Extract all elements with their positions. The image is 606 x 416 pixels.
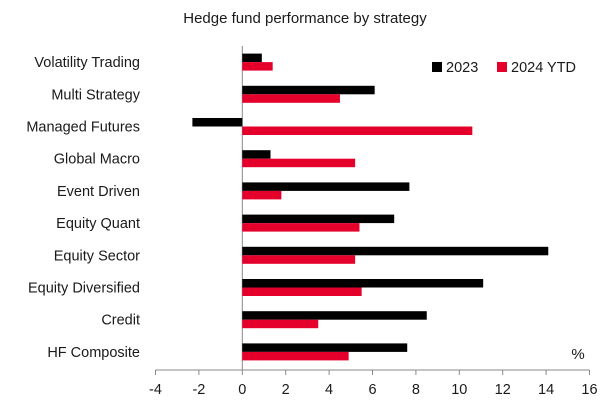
bar-2024-ytd (242, 126, 473, 135)
category-label: Managed Futures (26, 120, 140, 136)
x-tick-label: -2 (192, 382, 205, 398)
bar-2023 (242, 214, 395, 224)
bar-2023 (192, 118, 243, 127)
category-label: Equity Sector (54, 248, 140, 264)
bar-2023 (242, 53, 262, 63)
bar-2023 (242, 311, 427, 320)
category-label: Credit (101, 313, 140, 329)
x-tick-label: 14 (538, 382, 554, 398)
x-tick-label: 4 (325, 382, 333, 398)
x-tick-label: 8 (412, 382, 420, 398)
chart-title: Hedge fund performance by strategy (183, 10, 427, 27)
bar-2024-ytd (242, 158, 356, 168)
x-tick-label: 16 (581, 382, 597, 398)
bar-2023 (242, 343, 408, 352)
legend-swatch (432, 62, 442, 72)
category-label: Equity Diversified (28, 281, 140, 297)
legend-swatch (497, 62, 507, 72)
category-label: Global Macro (54, 152, 140, 168)
bar-2023 (242, 182, 410, 191)
category-label: HF Composite (47, 345, 140, 361)
x-tick-label: 6 (368, 382, 376, 398)
x-tick-label: 12 (495, 382, 511, 398)
x-tick-label: -4 (149, 382, 162, 398)
bar-2023 (242, 150, 271, 159)
x-tick-label: 0 (238, 382, 246, 398)
bar-2024-ytd (242, 223, 360, 232)
category-label: Equity Quant (56, 216, 140, 232)
bar-2023 (242, 279, 484, 288)
x-tick-label: 10 (451, 382, 467, 398)
legend-label: 2024 YTD (511, 60, 576, 76)
bar-2024-ytd (242, 351, 349, 361)
category-label: Multi Strategy (51, 87, 140, 103)
bar-2024-ytd (242, 255, 356, 264)
bar-2024-ytd (242, 190, 282, 200)
category-label: Event Driven (57, 184, 140, 200)
bar-2024-ytd (242, 94, 340, 103)
plot-area: Volatility Trading Multi Strategy Managed … (26, 46, 598, 398)
bar-2024-ytd (242, 62, 273, 71)
legend: 2023 2024 YTD (432, 60, 576, 76)
unit-label: % (571, 346, 584, 363)
x-tick-label: 2 (282, 382, 290, 398)
bar-2024-ytd (242, 287, 362, 296)
legend-label: 2023 (446, 60, 478, 76)
bar-2023 (242, 85, 375, 95)
bar-2024-ytd (242, 319, 319, 329)
bar-2023 (242, 246, 549, 256)
category-label: Volatility Trading (34, 55, 140, 71)
